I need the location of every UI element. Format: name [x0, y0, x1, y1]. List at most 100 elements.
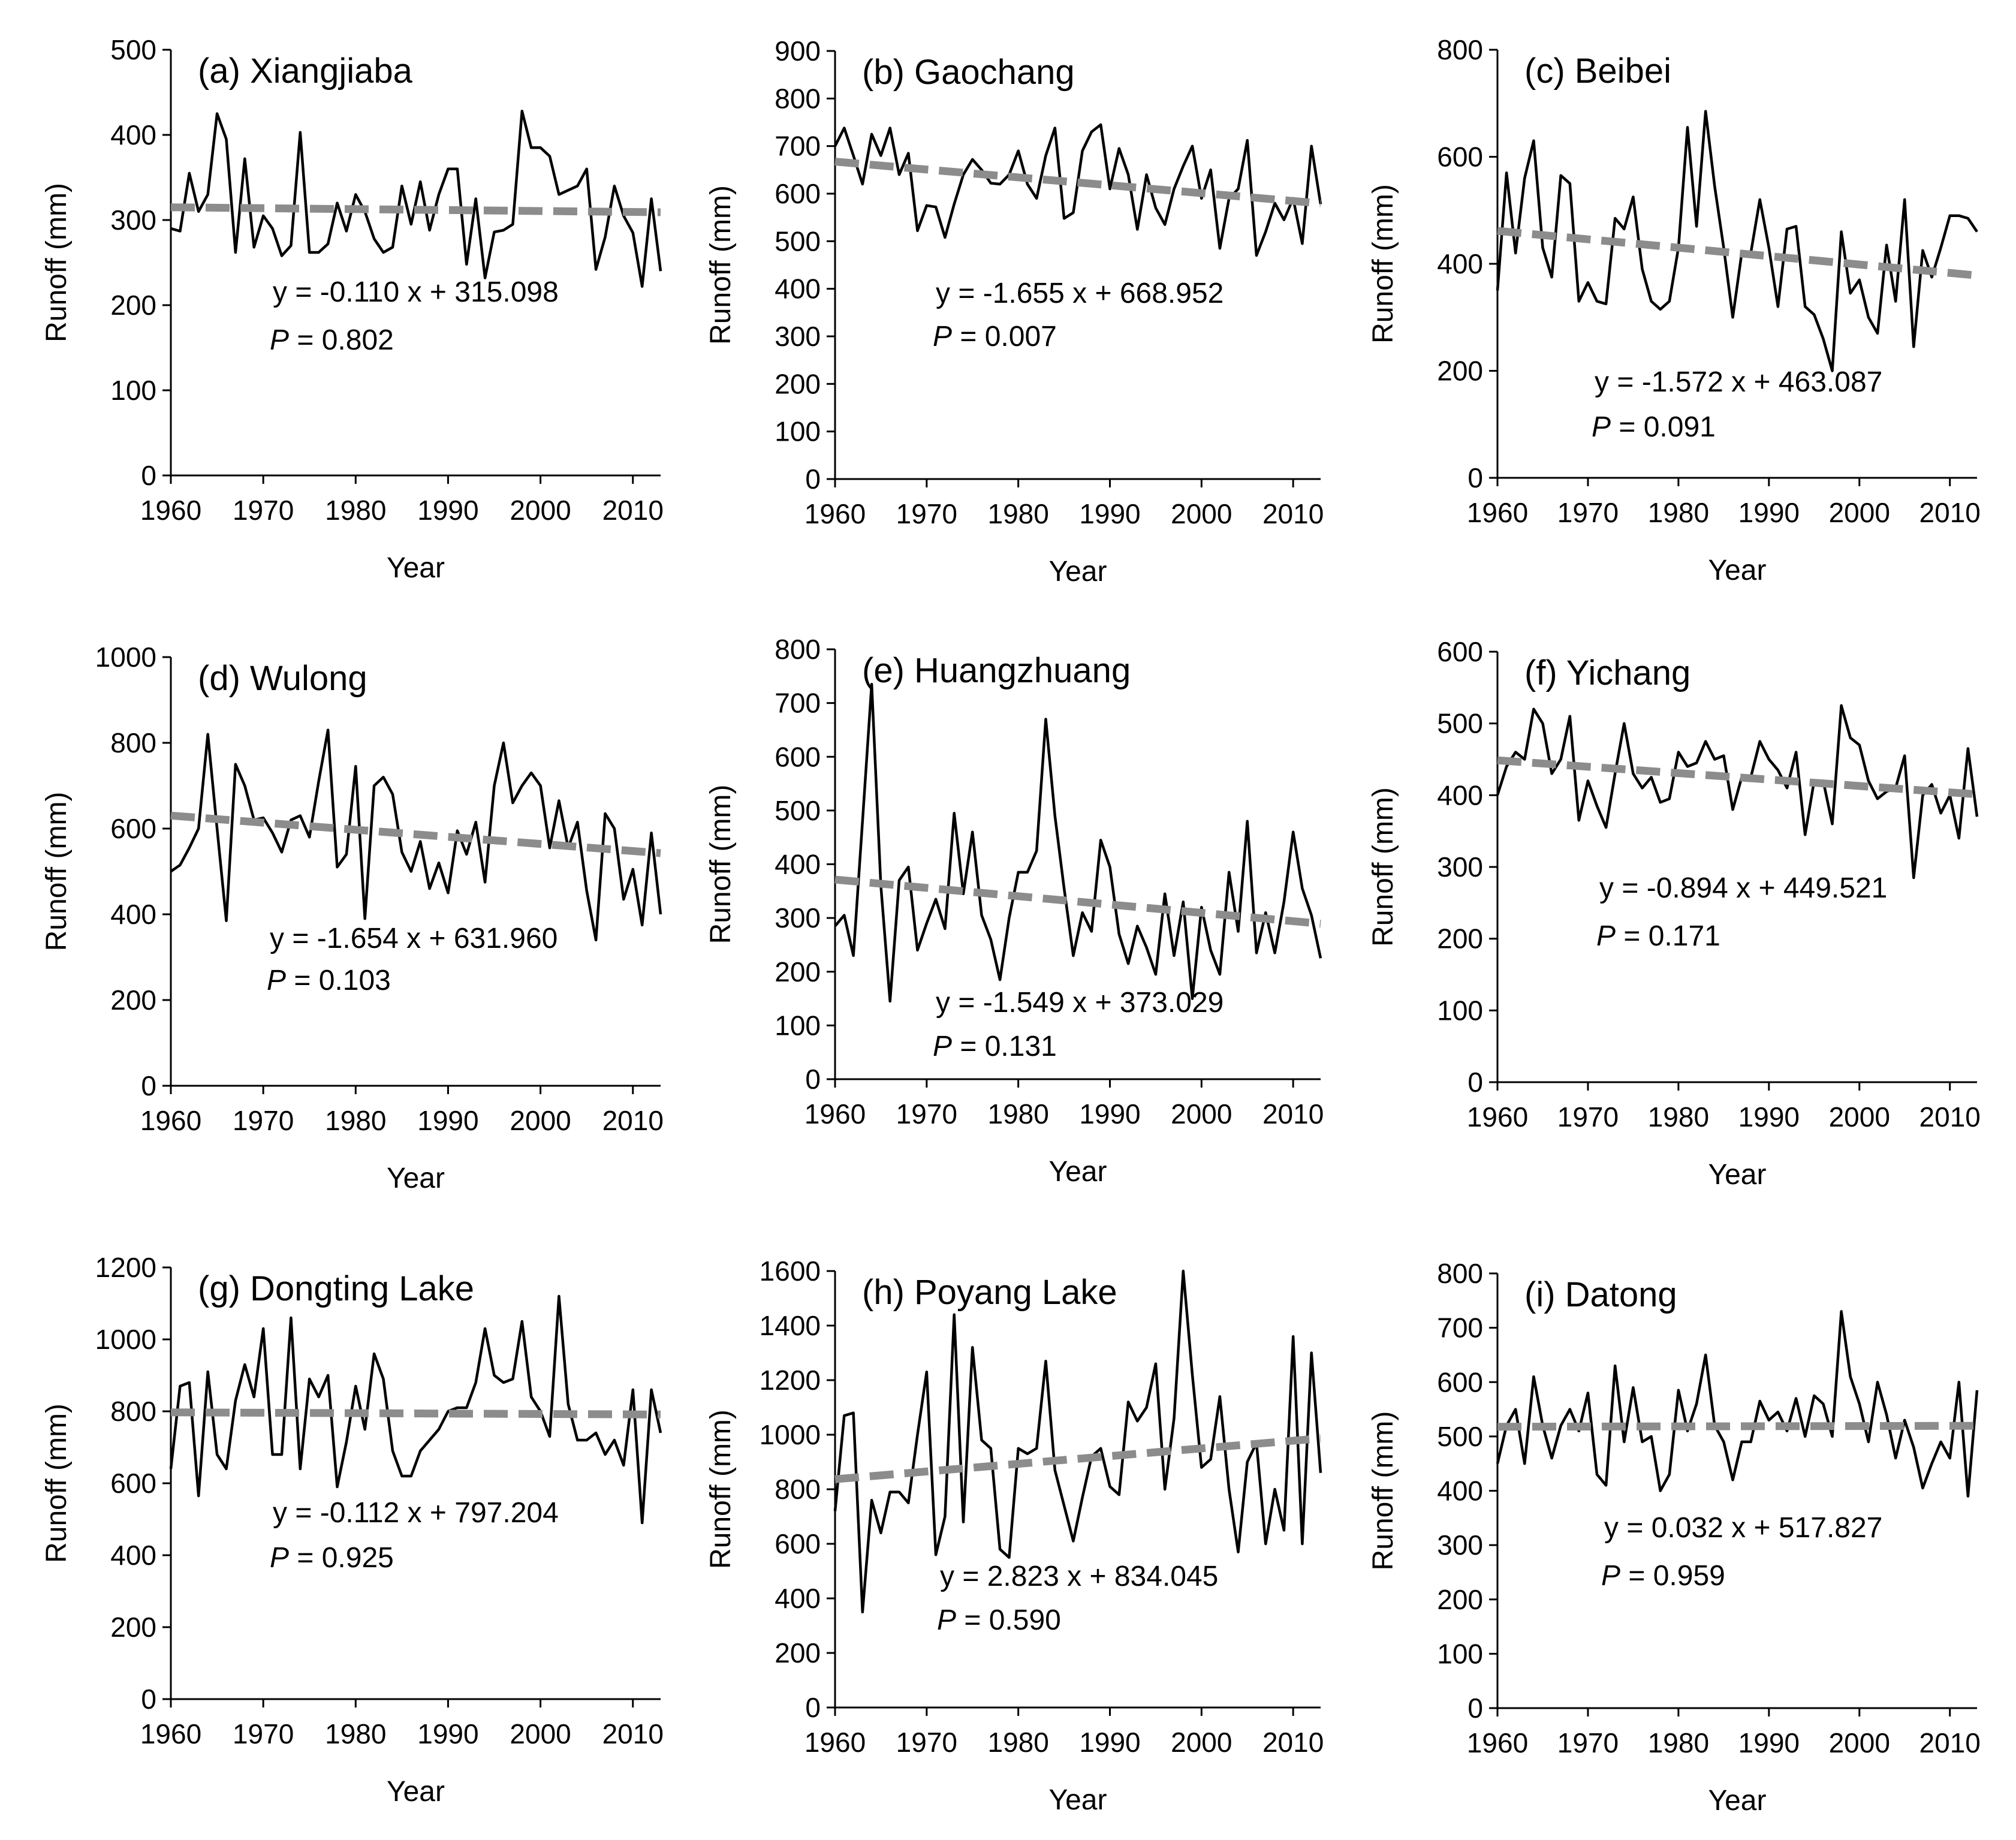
p-symbol: P [267, 965, 286, 996]
x-tick-label: 2010 [1262, 498, 1324, 529]
equation-prefix: y = [1595, 366, 1642, 398]
y-tick-label: 400 [775, 1583, 821, 1614]
y-tick-label: 800 [110, 1396, 156, 1427]
x-axis-title: Year [1049, 556, 1107, 588]
x-tick-label: 1980 [1648, 1101, 1709, 1133]
x-tick-label: 1980 [325, 1718, 386, 1749]
runoff-series-line [170, 109, 662, 288]
p-value-label: P = 0.091 [1592, 411, 1716, 443]
y-tick-label: 700 [775, 688, 821, 719]
panel-h: 0 200 400 600 800 1000 1200 1400 1600 1960 1970 198… [705, 1255, 1324, 1816]
y-tick-label: 600 [775, 1528, 821, 1559]
x-tick-label: 2010 [1262, 1727, 1324, 1758]
x-axis-title: Year [1049, 1156, 1107, 1188]
panel-title: (f) Yichang [1524, 654, 1690, 692]
p-symbol: P [1596, 920, 1616, 952]
equation-body: -0.110 x + 315.098 [320, 276, 559, 308]
x-tick-label: 1960 [1467, 1101, 1528, 1133]
y-tick-label: 400 [110, 1540, 156, 1571]
x-tick-label: 1980 [987, 1727, 1048, 1758]
y-tick-label: 0 [805, 1692, 821, 1723]
runoff-series-line [169, 1294, 662, 1525]
p-value: = 0.171 [1616, 920, 1720, 952]
x-tick-label: 2010 [1919, 497, 1981, 528]
regression-equation: y = -0.894 x + 449.521 [1599, 872, 1887, 904]
y-tick-label: 300 [775, 321, 821, 352]
x-tick-label: 1980 [325, 495, 386, 526]
x-tick-label: 1960 [1467, 497, 1528, 528]
y-tick-label: 0 [1467, 1693, 1483, 1724]
trend-line [170, 1408, 661, 1419]
y-tick-label: 1200 [95, 1252, 156, 1283]
y-axis-title: Runoff (mm) [1367, 1411, 1399, 1571]
y-tick-label: 100 [110, 375, 156, 406]
p-value-label: P = 0.007 [933, 321, 1057, 353]
y-tick-label: 600 [1437, 636, 1483, 667]
p-symbol: P [937, 1604, 956, 1636]
y-tick-label: 200 [110, 984, 156, 1016]
p-value: = 0.590 [956, 1604, 1061, 1636]
y-tick-label: 1200 [760, 1365, 821, 1396]
y-tick-label: 600 [1437, 1366, 1483, 1398]
y-axis-title: Runoff (mm) [41, 183, 73, 342]
y-axis-title: Runoff (mm) [1367, 787, 1399, 947]
trend-line [170, 811, 661, 857]
x-tick-label: 1970 [233, 1718, 294, 1749]
equation-prefix: y = [273, 276, 320, 308]
x-tick-label: 1960 [140, 495, 201, 526]
runoff-series-line [833, 1269, 1322, 1614]
x-tick-label: 1980 [987, 1098, 1048, 1130]
x-tick-label: 1990 [1079, 498, 1140, 529]
equation-prefix: y = [1604, 1512, 1652, 1544]
y-tick-label: 400 [1437, 248, 1483, 279]
y-tick-label: 400 [1437, 779, 1483, 811]
trend-line [1497, 1422, 1978, 1431]
runoff-series-line [834, 683, 1322, 1003]
y-tick-label: 200 [1437, 1584, 1483, 1615]
panel-title: (a) Xiangjiaba [198, 52, 413, 91]
x-tick-label: 2010 [1919, 1101, 1981, 1133]
y-axis-title: Runoff (mm) [705, 785, 737, 944]
p-value: = 0.103 [286, 965, 391, 996]
runoff-series-line [170, 728, 662, 942]
panel-title: (g) Dongting Lake [198, 1269, 474, 1308]
x-tick-label: 1990 [417, 1105, 478, 1136]
y-axis-title: Runoff (mm) [41, 1404, 73, 1563]
y-tick-label: 500 [1437, 1421, 1483, 1452]
runoff-series-line [1496, 1310, 1979, 1498]
x-tick-label: 1970 [233, 495, 294, 526]
x-axis-title: Year [1708, 1159, 1767, 1191]
y-tick-label: 400 [1437, 1475, 1483, 1507]
y-tick-label: 300 [775, 902, 821, 933]
x-tick-label: 1990 [1738, 497, 1800, 528]
equation-prefix: y = [273, 1497, 320, 1529]
x-tick-label: 2000 [510, 1105, 571, 1136]
panel-d: 0 200 400 600 800 1000 1960 1970 1980 1990 2000 201… [41, 642, 664, 1194]
y-tick-label: 100 [775, 1010, 821, 1041]
x-tick-label: 1970 [1557, 1727, 1619, 1758]
regression-equation: y = 0.032 x + 517.827 [1604, 1512, 1882, 1544]
equation-prefix: y = [940, 1561, 987, 1592]
y-tick-label: 0 [1467, 1067, 1483, 1098]
trend-line [1497, 227, 1978, 279]
p-symbol: P [1592, 411, 1611, 443]
regression-equation: y = -0.110 x + 315.098 [273, 276, 559, 308]
regression-equation: y = -0.112 x + 797.204 [273, 1497, 559, 1529]
y-tick-label: 600 [775, 741, 821, 772]
y-tick-label: 200 [775, 956, 821, 987]
y-tick-label: 0 [141, 1684, 156, 1715]
y-tick-label: 0 [141, 1070, 156, 1101]
y-tick-label: 0 [141, 460, 156, 491]
panel-title: (b) Gaochang [862, 53, 1075, 92]
runoff-series-line [1496, 704, 1979, 880]
runoff-series-line [1496, 110, 1978, 372]
x-tick-label: 2010 [1262, 1098, 1324, 1130]
panel-title: (h) Poyang Lake [862, 1273, 1117, 1312]
y-tick-label: 700 [1437, 1312, 1483, 1344]
x-tick-label: 1960 [804, 1098, 866, 1130]
equation-body: -1.654 x + 631.960 [317, 923, 558, 954]
y-tick-label: 100 [1437, 995, 1483, 1026]
x-tick-label: 1960 [140, 1718, 201, 1749]
y-tick-label: 1000 [95, 642, 156, 673]
y-tick-label: 1000 [95, 1324, 156, 1355]
